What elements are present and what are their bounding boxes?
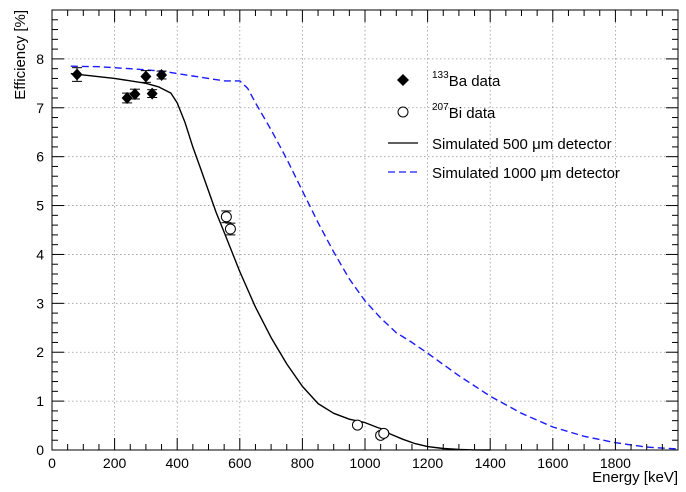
- y-tick-label: 7: [36, 100, 44, 116]
- y-tick-label: 3: [36, 295, 44, 311]
- y-tick-label: 1: [36, 393, 44, 409]
- legend-marker-ba: [397, 74, 409, 86]
- ba-data-point: [146, 87, 158, 100]
- y-axis-title: Efficiency [%]: [12, 10, 29, 100]
- x-tick-label: 1800: [600, 455, 631, 471]
- legend-label-500: Simulated 500 μm detector: [432, 136, 612, 153]
- y-tick-label: 0: [36, 442, 44, 458]
- y-tick-label: 6: [36, 149, 44, 165]
- x-tick-label: 600: [228, 455, 252, 471]
- legend: 133Ba data 207Bi data Simulated 500 μm d…: [388, 70, 620, 182]
- ba-data-point: [121, 92, 133, 104]
- x-tick-label: 1000: [349, 455, 380, 471]
- legend-text-ba: Ba data: [449, 73, 501, 90]
- bi-data-point: [378, 427, 390, 439]
- simulation-curves: [70, 65, 679, 451]
- legend-marker-bi: [397, 106, 409, 118]
- legend-text-bi: Bi data: [449, 105, 496, 122]
- x-tick-label: 0: [48, 455, 56, 471]
- ba-data-point: [71, 68, 83, 81]
- y-tick-label: 8: [36, 51, 44, 67]
- bi-data-point: [351, 419, 363, 431]
- legend-label-1000: Simulated 1000 μm detector: [432, 165, 620, 182]
- x-axis-title: Energy [keV]: [592, 469, 678, 486]
- x-tick-label: 1200: [412, 455, 443, 471]
- legend-sup-ba: 133: [432, 70, 449, 81]
- legend-label-bi: 207Bi data: [432, 102, 496, 122]
- x-tick-label: 800: [291, 455, 315, 471]
- curve-500um: [70, 72, 491, 451]
- x-tick-label: 200: [103, 455, 127, 471]
- curve-1000um: [70, 65, 679, 450]
- ba-data-point: [140, 70, 152, 83]
- axis-ticks: [51, 9, 679, 451]
- ba-data-point: [129, 88, 141, 101]
- bi-data-point: [224, 223, 236, 235]
- x-tick-label: 400: [166, 455, 190, 471]
- legend-label-ba: 133Ba data: [432, 70, 501, 90]
- legend-sup-bi: 207: [432, 102, 449, 113]
- bi-data-point: [220, 211, 232, 223]
- y-tick-label: 5: [36, 198, 44, 214]
- x-tick-label: 1400: [475, 455, 506, 471]
- x-tick-label: 1600: [537, 455, 568, 471]
- grid-lines: [52, 10, 678, 450]
- y-tick-label: 4: [36, 246, 44, 262]
- y-tick-label: 2: [36, 344, 44, 360]
- tick-labels: 0 200 400 600 800 1000 1200 1400 1600 1800 0 1 2 3 4 5 6…: [36, 51, 631, 471]
- data-points: [71, 67, 390, 441]
- ba-data-point: [156, 69, 168, 82]
